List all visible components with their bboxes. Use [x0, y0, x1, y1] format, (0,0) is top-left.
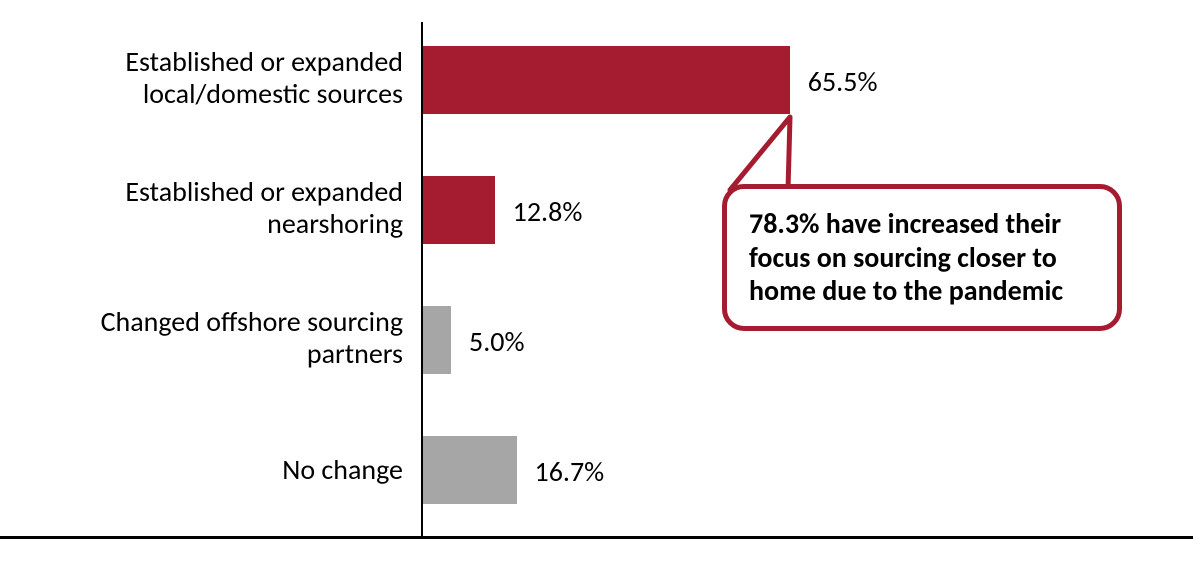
- callout-box: 78.3% have increased their focus on sour…: [722, 184, 1122, 331]
- callout-tail-shape: [730, 117, 790, 190]
- callout-text: 78.3% have increased their focus on sour…: [749, 206, 1063, 308]
- sourcing-bar-chart: Established or expandedlocal/domestic so…: [0, 0, 1193, 564]
- x-axis-baseline: [0, 536, 1193, 539]
